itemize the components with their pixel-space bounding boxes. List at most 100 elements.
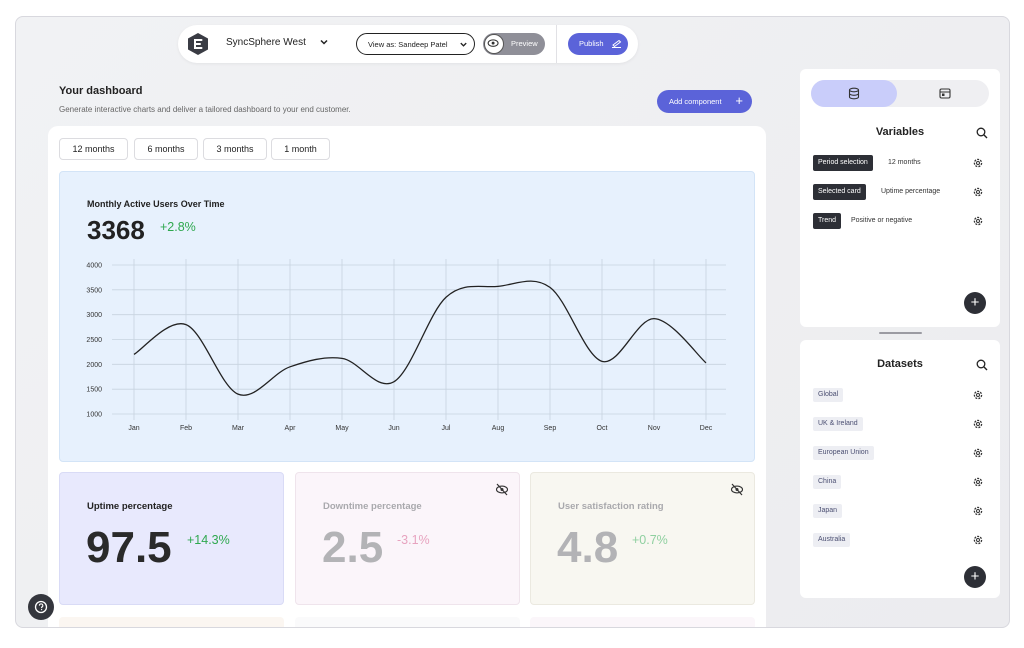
gear-icon[interactable] [972,476,984,488]
view-as-dropdown[interactable]: View as: Sandeep Patel [356,33,475,55]
series-line [133,280,707,396]
x-tick-label: Sep [544,425,557,432]
dataset-item-australia[interactable]: Australia [813,533,851,547]
gear-icon[interactable] [972,389,984,401]
add-component-label: Add component [669,97,722,106]
metric-title: User satisfaction rating [558,501,664,512]
x-tick-label: May [335,425,349,432]
x-tick-label: Dec [700,425,713,432]
app-name[interactable]: SyncSphere West [226,37,306,48]
datasets-panel: Datasets Global UK & Ireland European Un… [800,340,1000,598]
variable-value: Uptime percentage [881,188,941,195]
y-tick-label: 3500 [86,287,102,294]
x-tick-label: Nov [648,425,661,432]
metric-delta: -3.1% [397,533,430,547]
help-button[interactable] [28,594,54,620]
card-placeholder [295,617,520,627]
metric-delta: +0.7% [632,533,668,547]
x-tick-label: Feb [180,425,192,432]
period-1-month-button[interactable]: 1 month [271,138,330,160]
variable-name-chip: Period selection [813,155,873,171]
page-title: Your dashboard [59,85,143,97]
variable-value: 12 months [888,159,921,166]
metric-card-downtime[interactable]: Downtime percentage 2.5 -3.1% [295,472,520,605]
chart-delta: +2.8% [160,220,196,234]
y-tick-label: 2000 [86,362,102,369]
datasets-title: Datasets [877,358,923,370]
search-icon[interactable] [976,359,988,371]
x-tick-label: Aug [492,425,505,432]
add-component-button[interactable]: Add component + [657,90,752,113]
dataset-item-global[interactable]: Global [813,388,844,402]
x-tick-label: Oct [597,425,608,432]
y-tick-label: 4000 [86,263,102,270]
add-variable-button[interactable]: + [964,292,986,314]
chevron-down-icon [460,42,467,47]
variables-panel: Variables Period selection 12 months Sel… [800,69,1000,327]
period-12-months-button[interactable]: 12 months [59,138,128,160]
variable-name-chip: Trend [813,213,842,229]
gear-icon[interactable] [972,505,984,517]
card-placeholder [59,617,284,627]
variable-value: Positive or negative [851,217,913,224]
y-tick-label: 2500 [86,337,102,344]
publish-label: Publish [579,39,604,48]
gear-icon[interactable] [972,447,984,459]
x-tick-label: Jun [388,425,399,432]
metric-value: 2.5 [322,523,384,572]
period-3-months-button[interactable]: 3 months [203,138,267,160]
y-tick-label: 3000 [86,312,102,319]
top-bar: SyncSphere West View as: Sandeep Patel P… [178,25,638,63]
dataset-item-japan[interactable]: Japan [813,504,843,518]
divider [556,25,557,63]
dataset-item-uk-ireland[interactable]: UK & Ireland [813,417,863,431]
x-tick-label: Jul [442,425,451,432]
chart-value: 3368 [87,215,145,245]
eye-off-icon[interactable] [730,483,744,496]
database-icon [848,87,860,100]
dataset-item-china[interactable]: China [813,475,842,489]
publish-button[interactable]: Publish [568,33,628,55]
app-logo-icon [188,33,208,55]
database-tab[interactable] [811,80,897,107]
publish-icon [612,39,622,48]
metric-value: 97.5 [86,523,172,572]
period-6-months-button[interactable]: 6 months [134,138,198,160]
card-placeholder [530,617,755,627]
metric-card-satisfaction[interactable]: User satisfaction rating 4.8 +0.7% [530,472,755,605]
page-subtitle: Generate interactive charts and deliver … [59,105,351,114]
metric-value: 4.8 [557,523,619,572]
add-dataset-button[interactable]: + [964,566,986,588]
gear-icon[interactable] [972,186,984,198]
preview-toggle[interactable]: Preview [483,33,545,55]
y-tick-label: 1500 [86,387,102,394]
plus-icon: + [735,93,743,108]
line-chart: 1000 1500 2000 2500 3000 3500 4000 Jan Feb Mar Apr… [86,259,726,432]
y-tick-label: 1000 [86,412,102,419]
view-as-label: View as: Sandeep Patel [368,40,448,49]
gear-icon[interactable] [972,418,984,430]
layout-icon[interactable] [939,88,951,99]
app-window: SyncSphere West View as: Sandeep Patel P… [15,16,1010,628]
variable-name-chip: Selected card [813,184,866,200]
gear-icon[interactable] [972,157,984,169]
line-chart-card[interactable]: Monthly Active Users Over Time 3368 +2.8… [59,171,755,462]
metric-title: Uptime percentage [87,501,173,512]
x-tick-label: Jan [128,425,139,432]
chevron-down-icon[interactable] [319,37,329,47]
eye-off-icon[interactable] [495,483,509,496]
resize-handle[interactable] [879,332,922,334]
gear-icon[interactable] [972,215,984,227]
eye-icon [484,34,504,54]
dataset-item-european-union[interactable]: European Union [813,446,874,460]
preview-label: Preview [511,39,538,48]
x-tick-label: Apr [285,425,297,432]
metric-title: Downtime percentage [323,501,422,512]
metric-card-uptime[interactable]: Uptime percentage 97.5 +14.3% [59,472,284,605]
metric-delta: +14.3% [187,533,230,547]
gear-icon[interactable] [972,534,984,546]
variables-title: Variables [875,126,925,138]
chart-title: Monthly Active Users Over Time [87,199,225,209]
panel-toggle [811,80,989,107]
search-icon[interactable] [976,127,988,139]
